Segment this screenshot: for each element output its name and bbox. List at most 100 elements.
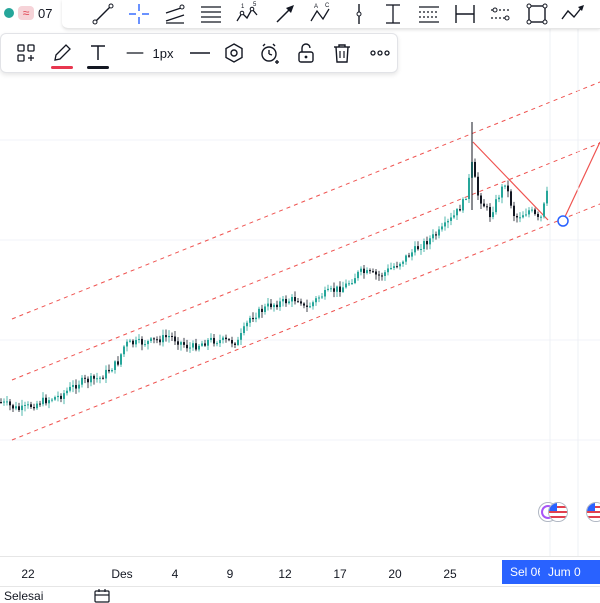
channel-mid-line[interactable] [11,142,600,381]
candle-body [156,339,158,341]
candle-body [465,198,467,200]
candle-body [261,308,263,312]
line-width-label: 1px [152,45,174,61]
candle-body [201,343,203,346]
candle-body [285,298,287,304]
candle-body [87,378,89,383]
candle-body [135,339,137,345]
svg-text:1: 1 [241,4,245,10]
candle-body [168,335,170,338]
candle-body [111,369,113,372]
candle-body [90,375,92,383]
bottom-panel-label[interactable]: Selesai [4,589,44,603]
candle-body [66,390,68,394]
line-style-button[interactable] [187,40,213,66]
polyline-icon[interactable] [560,1,586,27]
candle-body [483,203,485,207]
candle-body [234,343,236,345]
candle-body [339,286,341,292]
candle-body [303,303,305,306]
arrow-icon[interactable] [272,1,298,27]
candle-body [546,190,548,204]
candle-body [306,305,308,307]
candle-body [390,267,392,269]
channel-lower-line[interactable] [11,203,600,441]
drag-handle-icon[interactable] [13,40,39,66]
candle-body [0,402,2,403]
candle-body [108,369,110,372]
candle-body [177,341,179,345]
candle-body [522,215,524,218]
candle-body [180,342,182,345]
time-label: 25 [443,567,457,581]
fib-levels-icon[interactable] [198,1,224,27]
candle-body [105,369,107,379]
unlock-icon[interactable] [293,40,319,66]
candle-body [144,344,146,346]
text-color-button[interactable] [85,40,111,69]
candle-body [384,272,386,276]
candle-body [381,275,383,277]
candle-body [480,195,482,204]
candle-body [228,339,230,341]
time-axis[interactable]: 22 Des 4 9 12 17 20 25 Sel 06 Jan ' Jum … [0,556,600,587]
anchor-handle[interactable] [557,215,569,227]
candle-body [171,335,173,337]
channel-upper-line[interactable] [11,81,600,320]
candle-body [534,209,536,214]
candle-body [474,161,476,177]
candle-body [174,336,176,342]
trend-line-icon[interactable] [90,1,116,27]
candle-body [225,337,227,340]
more-options-icon[interactable] [367,40,393,66]
candle-body [453,215,455,218]
date-range-icon[interactable] [452,1,478,27]
candle-body [231,340,233,344]
price-range-icon[interactable] [488,1,514,27]
projection-line-2[interactable] [562,141,600,222]
us-flag-icon[interactable] [548,502,568,522]
line-width-button[interactable]: 1px [121,40,177,66]
candle-body [315,298,317,303]
vertical-line-icon[interactable] [346,1,372,27]
rectangle-icon[interactable] [524,1,550,27]
candle-body [414,246,416,253]
time-label: 12 [278,567,292,581]
settings-hex-icon[interactable] [221,40,247,66]
time-label: 17 [333,567,347,581]
us-flag-icon-2[interactable] [586,502,600,522]
candle-body [450,217,452,221]
projection-line[interactable] [472,141,549,221]
channel-icon[interactable] [162,1,188,27]
candle-body [15,406,17,409]
cursor-line-icon[interactable] [380,1,406,27]
trash-icon[interactable] [329,40,355,66]
candle-body [69,386,71,391]
bottom-panel: Selesai [0,586,600,603]
candle-body [258,308,260,318]
time-label: 22 [21,567,35,581]
calendar-icon[interactable] [94,589,110,603]
candle-body [192,343,194,348]
candle-body [153,338,155,340]
candle-body [57,395,59,398]
crosshair-icon[interactable] [126,1,152,27]
candle-body [195,343,197,350]
candle-body [165,335,167,338]
candle-body [123,346,125,355]
candle-body [84,377,86,379]
parallel-lines-icon[interactable] [416,1,442,27]
candle-body [318,297,320,299]
candle-body [369,270,371,272]
candle-body [6,401,8,403]
candle-body [132,340,134,345]
candle-body [264,306,266,312]
candle-body [27,404,29,406]
pencil-color-button[interactable] [49,40,75,69]
candle-body [63,393,65,399]
candle-body [423,241,425,250]
alert-clock-icon[interactable] [257,40,283,66]
